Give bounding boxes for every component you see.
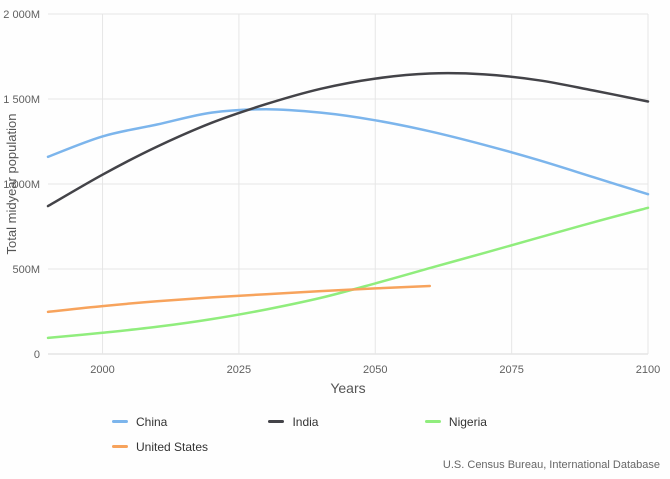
x-tick-label: 2100 bbox=[636, 364, 660, 376]
series-line-united-states[interactable] bbox=[46, 284, 432, 314]
series-line-china[interactable] bbox=[46, 107, 650, 196]
legend-label-china: China bbox=[136, 415, 168, 429]
chart-plot-area[interactable]: 0 500M 1 000M 1 500M 2 000M 2000 2025 2050 2075 2… bbox=[0, 0, 670, 400]
legend: China India Nigeria United States bbox=[0, 410, 670, 460]
y-tick-label: 1 000M bbox=[3, 179, 40, 191]
y-tick-label: 500M bbox=[12, 264, 40, 276]
legend-item-nigeria[interactable]: Nigeria bbox=[424, 410, 577, 435]
y-tick-label: 1 500M bbox=[3, 94, 40, 106]
y-tick-label: 0 bbox=[34, 349, 40, 361]
x-tick-label: 2000 bbox=[90, 364, 114, 376]
legend-swatch-nigeria bbox=[424, 420, 441, 424]
x-tick-label: 2075 bbox=[499, 364, 523, 376]
legend-label-india: India bbox=[292, 415, 319, 429]
legend-item-china[interactable]: China bbox=[112, 410, 264, 435]
tick-labels: 0 500M 1 000M 1 500M 2 000M 2000 2025 2050 2075 2… bbox=[3, 9, 660, 376]
legend-swatch-india bbox=[268, 420, 285, 424]
x-axis-title: Years bbox=[330, 380, 365, 396]
legend-item-united-states[interactable]: United States bbox=[112, 435, 264, 460]
series-lines bbox=[46, 71, 650, 340]
legend-swatch-united-states bbox=[112, 445, 128, 449]
legend-label-united-states: United States bbox=[136, 440, 209, 454]
y-tick-label: 2 000M bbox=[3, 9, 40, 21]
source-credit: U.S. Census Bureau, International Databa… bbox=[442, 459, 660, 471]
legend-item-india[interactable]: India bbox=[268, 410, 420, 435]
x-tick-label: 2025 bbox=[227, 364, 251, 376]
series-line-india[interactable] bbox=[46, 71, 650, 208]
gridlines bbox=[48, 13, 649, 355]
y-axis-title: Total midyear population bbox=[4, 114, 19, 255]
x-tick-label: 2050 bbox=[363, 364, 387, 376]
legend-label-nigeria: Nigeria bbox=[448, 415, 487, 429]
legend-swatch-china bbox=[112, 420, 128, 424]
series-line-nigeria[interactable] bbox=[46, 206, 650, 340]
